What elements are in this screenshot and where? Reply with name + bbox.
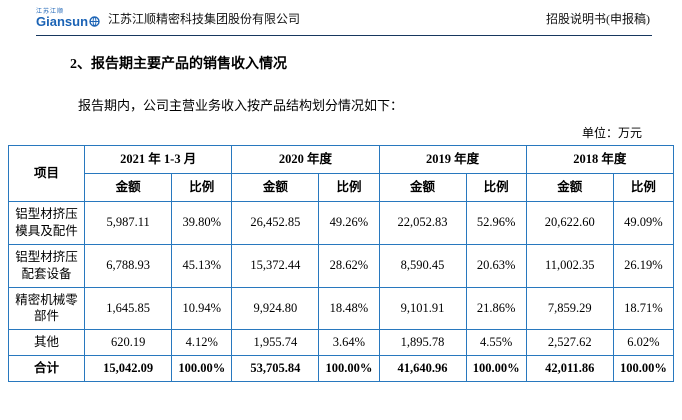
section-title: 2、报告期主要产品的销售收入情况 — [70, 57, 287, 72]
company-name: 江苏江顺精密科技集团股份有限公司 — [108, 11, 301, 26]
col-header-period-2021: 2021 年 1-3 月 — [84, 145, 233, 174]
header-divider — [36, 35, 652, 36]
col-header-item: 项目 — [7, 145, 86, 202]
table-row: 其他 620.19 4.12% 1,955.74 3.64% 1,895.78 4.55% 2… — [7, 329, 675, 357]
cell-amount: 15,042.09 — [84, 355, 173, 382]
cell-ratio: 52.96% — [465, 201, 527, 245]
cell-ratio: 10.94% — [171, 286, 233, 331]
cell-amount: 8,590.45 — [378, 243, 467, 288]
row-label: 铝型材挤压模具及配件 — [7, 201, 86, 245]
cell-amount: 6,788.93 — [84, 243, 173, 288]
unit-label: 单位：万元 — [581, 126, 642, 140]
cell-ratio: 18.71% — [612, 286, 675, 331]
cell-amount: 620.19 — [84, 329, 173, 357]
cell-amount: 2,527.62 — [525, 329, 614, 357]
cell-ratio: 45.13% — [171, 243, 233, 288]
cell-ratio: 39.80% — [171, 201, 233, 245]
cell-ratio: 6.02% — [612, 329, 675, 357]
cell-amount: 42,011.86 — [525, 355, 614, 382]
cell-ratio: 4.55% — [465, 329, 527, 357]
col-header-amount: 金额 — [378, 173, 467, 202]
cell-amount: 1,645.85 — [84, 286, 173, 331]
cell-ratio: 21.86% — [465, 286, 527, 331]
col-header-amount: 金额 — [525, 173, 614, 202]
col-header-ratio: 比例 — [171, 173, 233, 202]
col-header-amount: 金额 — [84, 173, 173, 202]
cell-amount: 41,640.96 — [378, 355, 467, 382]
cell-amount: 22,052.83 — [378, 201, 467, 245]
cell-ratio: 26.19% — [612, 243, 675, 288]
total-row: 合计 15,042.09 100.00% 53,705.84 100.00% 41,640… — [7, 355, 675, 382]
table-row: 铝型材挤压模具及配件 5,987.11 39.80% 26,452.85 49.26% 2… — [7, 201, 675, 245]
cell-amount: 1,895.78 — [378, 329, 467, 357]
cell-amount: 26,452.85 — [231, 201, 320, 245]
cell-amount: 20,622.60 — [525, 201, 614, 245]
doc-title: 招股说明书(申报稿) — [546, 11, 650, 26]
row-label: 其他 — [7, 329, 86, 357]
cell-ratio: 4.12% — [171, 329, 233, 357]
col-header-period-2018: 2018 年度 — [525, 145, 675, 174]
col-header-ratio: 比例 — [465, 173, 527, 202]
cell-amount: 9,101.91 — [378, 286, 467, 331]
cell-ratio: 100.00% — [612, 355, 675, 382]
intro-paragraph: 报告期内，公司主营业务收入按产品结构划分情况如下： — [78, 98, 404, 113]
logo-text: Giansun — [36, 13, 89, 29]
cell-ratio: 18.48% — [318, 286, 380, 331]
cell-ratio: 49.09% — [612, 201, 675, 245]
cell-amount: 1,955.74 — [231, 329, 320, 357]
col-header-amount: 金额 — [231, 173, 320, 202]
col-header-period-2020: 2020 年度 — [231, 145, 380, 174]
logo-globe-icon — [89, 15, 100, 27]
cell-amount: 9,924.80 — [231, 286, 320, 331]
cell-ratio: 28.62% — [318, 243, 380, 288]
col-header-ratio: 比例 — [318, 173, 380, 202]
logo-chinese-text: 江苏江顺 — [36, 8, 65, 15]
col-header-period-2019: 2019 年度 — [378, 145, 527, 174]
table-header-row: 项目 2021 年 1-3 月 2020 年度 2019 年度 2018 年度 — [7, 145, 675, 202]
cell-amount: 11,002.35 — [525, 243, 614, 288]
cell-amount: 53,705.84 — [231, 355, 320, 382]
table-row: 精密机械零部件 1,645.85 10.94% 9,924.80 18.48% 9,101… — [7, 286, 675, 331]
col-header-ratio: 比例 — [612, 173, 675, 202]
table-subheader-row: 金额 比例 金额 比例 金额 比例 金额 比例 — [9, 173, 675, 202]
revenue-table: 项目 2021 年 1-3 月 2020 年度 2019 年度 2018 年度 … — [7, 145, 675, 382]
cell-ratio: 100.00% — [171, 355, 233, 382]
row-label: 精密机械零部件 — [7, 286, 86, 331]
table-row: 铝型材挤压配套设备 6,788.93 45.13% 15,372.44 28.62% 8,… — [7, 243, 675, 288]
page-header: 江苏江顺 Giansun 江苏江顺精密科技集团股份有限公司 招股说明书(申报稿) — [0, 0, 682, 31]
cell-ratio: 100.00% — [465, 355, 527, 382]
row-label: 合计 — [7, 355, 86, 382]
cell-ratio: 20.63% — [465, 243, 527, 288]
cell-ratio: 49.26% — [318, 201, 380, 245]
company-logo: 江苏江顺 Giansun — [36, 9, 100, 28]
row-label: 铝型材挤压配套设备 — [7, 243, 86, 288]
cell-amount: 7,859.29 — [525, 286, 614, 331]
cell-ratio: 3.64% — [318, 329, 380, 357]
cell-amount: 15,372.44 — [231, 243, 320, 288]
cell-ratio: 100.00% — [318, 355, 380, 382]
cell-amount: 5,987.11 — [84, 201, 173, 245]
